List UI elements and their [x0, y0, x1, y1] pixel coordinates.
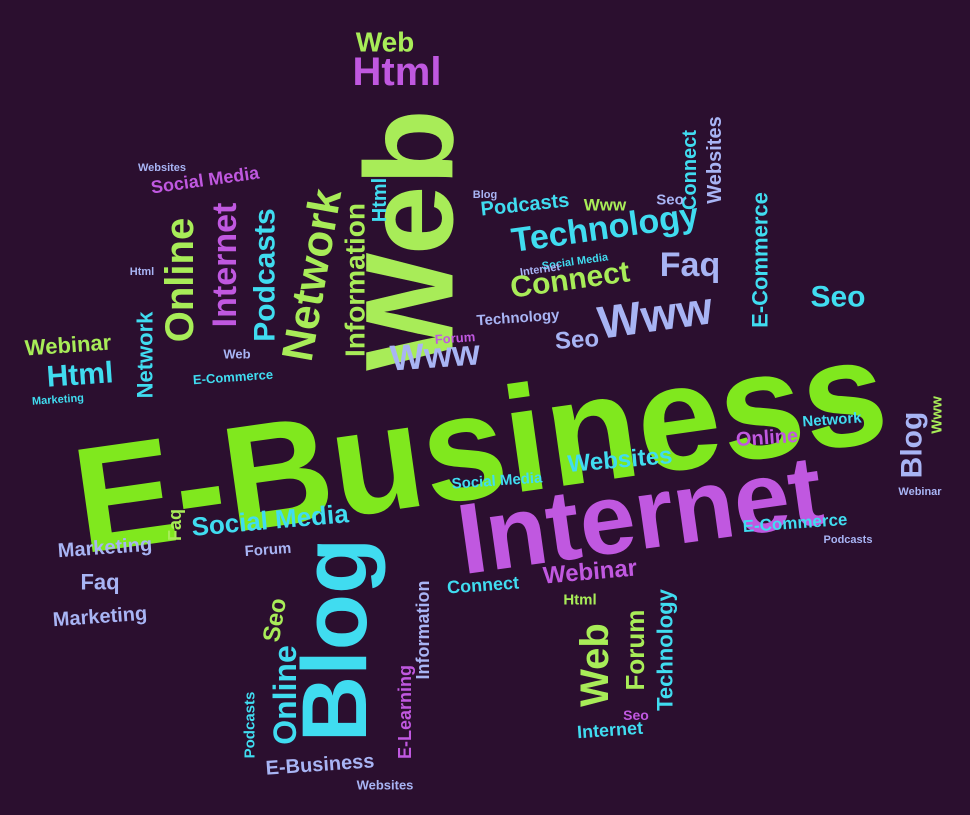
word: Seo	[623, 707, 649, 723]
word: Faq	[80, 570, 119, 595]
word: Html	[46, 356, 115, 394]
word: Websites	[704, 116, 726, 203]
word: Podcasts	[824, 534, 873, 546]
word: Blog	[284, 538, 386, 742]
word: Html	[369, 178, 391, 222]
word: Www	[929, 396, 946, 434]
word: Webinar	[24, 329, 112, 360]
word: Html	[563, 592, 596, 609]
word: E-Commerce	[748, 192, 773, 328]
word: Faq	[165, 509, 185, 541]
word: Webinar	[898, 486, 942, 498]
word: Blog	[896, 412, 929, 479]
word: Internet	[206, 203, 244, 328]
word: Social Media	[451, 469, 543, 492]
word: Faq	[660, 246, 720, 284]
word: Information	[340, 203, 371, 357]
word: Www	[584, 196, 627, 215]
word: Internet	[519, 261, 561, 279]
word: Www	[389, 331, 483, 378]
word: Seo	[656, 192, 684, 209]
word: Web	[223, 347, 250, 362]
word: Podcasts	[249, 208, 282, 341]
word: Network	[802, 409, 863, 430]
word: Html	[353, 50, 442, 94]
word: Technology	[476, 307, 561, 330]
word: E-Commerce	[192, 367, 273, 388]
word: Web	[341, 109, 480, 371]
word: E-Learning	[395, 665, 415, 759]
word: Forum	[244, 540, 292, 560]
word: Internet	[576, 718, 643, 743]
word: Online	[267, 645, 303, 745]
word: Online	[735, 425, 799, 451]
word: Web	[356, 27, 415, 58]
word: Information	[413, 581, 433, 680]
word: Marketing	[32, 392, 85, 408]
word: Seo	[554, 325, 600, 355]
word: Network	[133, 311, 158, 399]
word: Online	[158, 218, 202, 342]
word: Seo	[810, 281, 865, 314]
word: Forum	[434, 329, 475, 347]
word: Technology	[653, 588, 678, 711]
word: Html	[130, 266, 154, 278]
word: Forum	[620, 610, 650, 691]
word: Connect	[679, 130, 701, 210]
word: Websites	[357, 778, 414, 793]
word: Podcasts	[242, 692, 259, 759]
word: Websites	[138, 162, 186, 174]
word: Blog	[473, 189, 497, 201]
word: Web	[573, 623, 617, 707]
